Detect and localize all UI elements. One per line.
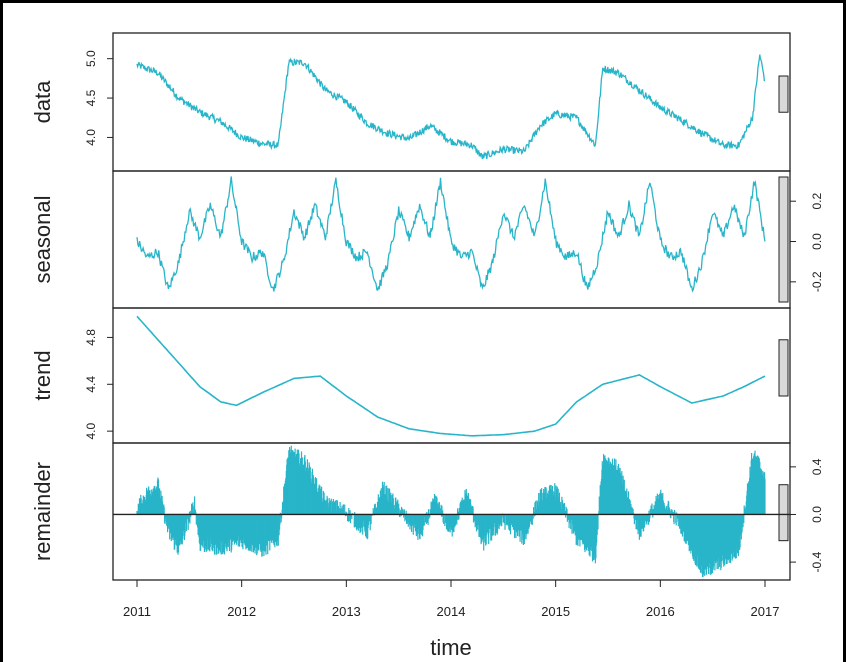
panel-trend-ytick-label: 4.8	[84, 329, 98, 346]
panel-seasonal-ytick-label: 0.0	[810, 233, 824, 250]
panel-trend-scale-bar	[778, 339, 789, 397]
panel-remainder-scale-bar	[778, 484, 789, 542]
x-axis-tick-label: 2012	[227, 604, 256, 619]
panel-data-scale-bar	[778, 75, 789, 113]
panel-trend-border	[112, 307, 791, 444]
panel-seasonal-scale-bar	[778, 176, 789, 303]
x-axis-tick-label: 2013	[332, 604, 361, 619]
panel-seasonal-ylabel: seasonal	[30, 195, 55, 283]
panel-data-ytick-label: 5.0	[84, 50, 98, 67]
panel-trend-ylabel: trend	[30, 350, 55, 400]
panel-seasonal-ytick-label: 0.2	[810, 193, 824, 210]
panel-trend: trend 4.0 4.4 4.8	[30, 307, 791, 444]
x-axis-tick-label: 2017	[751, 604, 780, 619]
panel-data-ylabel: data	[30, 80, 55, 124]
x-axis: 2011 2012 2013 2014 2015 2016 2017 time	[123, 579, 780, 660]
panel-remainder-ytick-label: 0.4	[810, 458, 824, 475]
panel-seasonal: seasonal -0.2 0.0 0.2	[30, 170, 824, 309]
panel-remainder-ytick-label: 0.0	[810, 506, 824, 523]
x-axis-tick-label: 2015	[541, 604, 570, 619]
panel-trend-ytick-label: 4.4	[84, 376, 98, 393]
panel-data-ytick-label: 4.0	[84, 129, 98, 146]
panel-trend-ytick-label: 4.0	[84, 422, 98, 439]
panel-remainder-ylabel: remainder	[30, 462, 55, 561]
panel-data-ytick-label: 4.5	[84, 89, 98, 106]
panel-seasonal-series-line	[136, 176, 766, 293]
panel-remainder: remainder -0.4 0.0 0.4	[30, 442, 824, 581]
panel-data-border	[112, 32, 791, 172]
panel-data: data 4.0 4.5 5.0	[30, 32, 791, 172]
x-axis-tick-label: 2016	[646, 604, 675, 619]
x-axis-tick-label: 2014	[437, 604, 466, 619]
x-axis-label: time	[430, 635, 472, 660]
panel-remainder-border	[112, 442, 791, 581]
panel-seasonal-ytick-label: -0.2	[810, 271, 824, 292]
panel-trend-series-line	[136, 315, 766, 437]
x-axis-tick-label: 2011	[123, 604, 151, 619]
panel-data-series-line	[136, 54, 766, 160]
panel-remainder-ytick-label: -0.4	[810, 551, 824, 572]
